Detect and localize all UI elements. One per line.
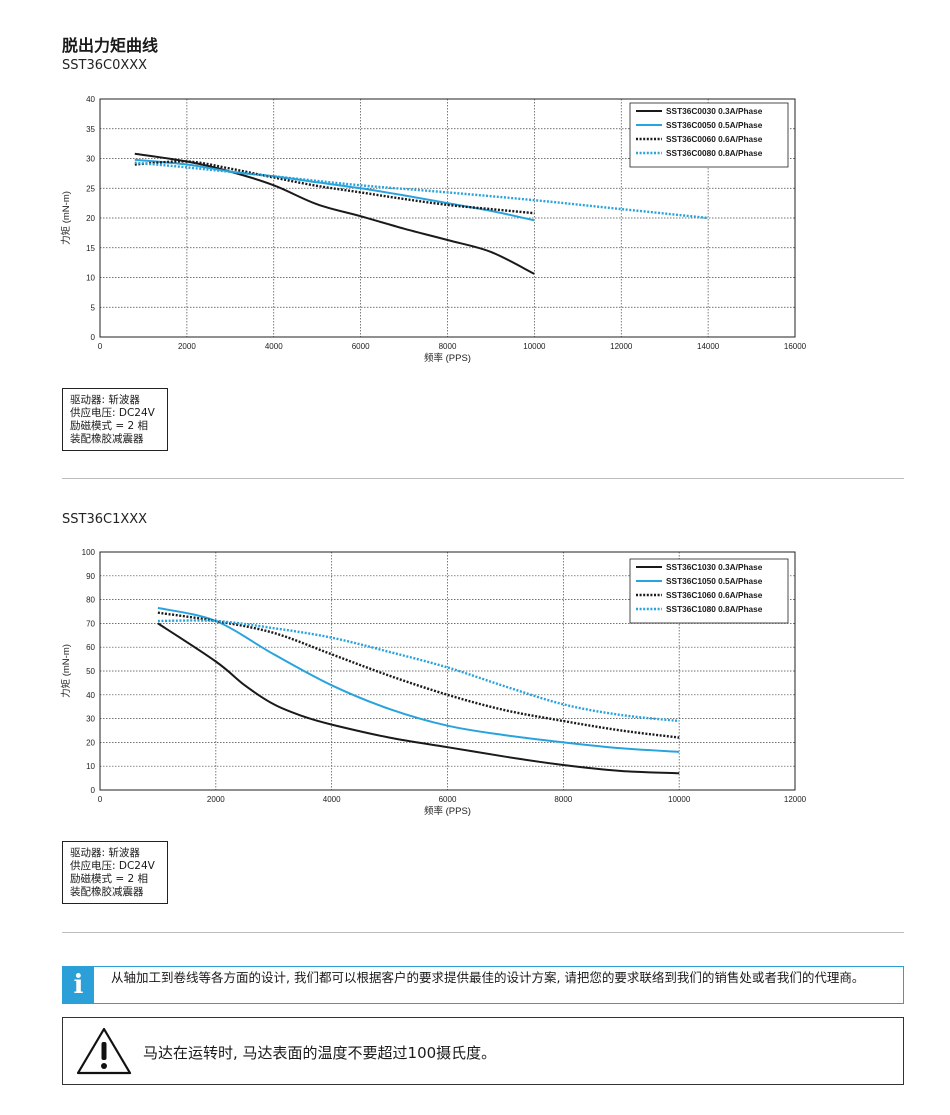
x-tick-label: 8000 (554, 795, 572, 804)
y-tick-label: 90 (86, 572, 95, 581)
series-line (134, 160, 535, 215)
y-tick-label: 80 (86, 596, 95, 605)
x-tick-label: 0 (98, 342, 103, 351)
spec-voltage: 供应电压: DC24V (70, 860, 155, 872)
legend-label: SST36C1050 0.5A/Phase (666, 576, 763, 586)
y-tick-label: 50 (86, 667, 95, 676)
y-tick-label: 20 (86, 214, 95, 223)
warning-text: 马达在运转时, 马达表面的温度不要超过100摄氏度。 (143, 1044, 497, 1062)
x-tick-label: 6000 (439, 795, 457, 804)
y-tick-label: 10 (86, 274, 95, 283)
model-label: SST36C1XXX (62, 512, 148, 527)
y-tick-label: 10 (86, 762, 95, 771)
legend-label: SST36C0030 0.3A/Phase (666, 106, 763, 116)
plot-frame (99, 551, 796, 791)
y-tick-label: 15 (86, 244, 95, 253)
spec-driver: 驱动器: 斩波器 (70, 847, 140, 859)
torque-chart-2: 0 10 20 30 40 50 60 70 80 90 100 0 2000 4000 6000 8000 1… (0, 543, 950, 827)
x-tick-label: 14000 (697, 342, 720, 351)
legend-label: SST36C0060 0.6A/Phase (666, 134, 763, 144)
spec-voltage: 供应电压: DC24V (70, 407, 155, 419)
spec-box: 驱动器: 斩波器 供应电压: DC24V 励磁模式 = 2 相 装配橡胶减震器 (62, 841, 168, 904)
y-axis-label: 力矩 (mN-m) (60, 644, 72, 698)
y-tick-label: 60 (86, 643, 95, 652)
spec-excitation: 励磁模式 = 2 相 (70, 420, 148, 432)
legend-label: SST36C0080 0.8A/Phase (666, 148, 763, 158)
y-tick-label: 30 (86, 155, 95, 164)
spec-excitation: 励磁模式 = 2 相 (70, 873, 148, 885)
legend-box (629, 102, 789, 168)
series-line (157, 611, 680, 739)
series-line (134, 152, 535, 275)
chart-svg: 0 10 20 30 40 50 60 70 80 90 100 0 2000 4000 6000 8000 1… (60, 548, 807, 817)
x-axis-label: 频率 (PPS) (424, 352, 471, 364)
legend-label: SST36C1080 0.8A/Phase (666, 604, 763, 614)
legend-label: SST36C0050 0.5A/Phase (666, 120, 763, 130)
spec-driver: 驱动器: 斩波器 (70, 394, 140, 406)
legend-box (629, 558, 789, 624)
y-tick-label: 20 (86, 738, 95, 747)
series-line (157, 606, 680, 753)
spec-box: 驱动器: 斩波器 供应电压: DC24V 励磁模式 = 2 相 装配橡胶减震器 (62, 388, 168, 451)
x-tick-label: 2000 (207, 795, 225, 804)
divider (62, 932, 904, 933)
torque-chart-1: 0 5 10 15 20 25 30 35 40 0 2000 4000 6000 8000 10000 12… (0, 90, 950, 374)
y-tick-label: 30 (86, 715, 95, 724)
y-tick-label: 40 (86, 691, 95, 700)
warning-triangle-icon (76, 1027, 132, 1075)
info-icon: i (63, 967, 94, 1003)
legend-label: SST36C1060 0.6A/Phase (666, 590, 763, 600)
y-tick-label: 40 (86, 95, 95, 104)
y-tick-label: 35 (86, 125, 95, 134)
spec-damper: 装配橡胶减震器 (70, 433, 144, 445)
series-line (157, 619, 680, 723)
x-tick-label: 12000 (610, 342, 633, 351)
plot-frame (99, 98, 796, 338)
x-tick-label: 2000 (178, 342, 196, 351)
y-tick-label: 25 (86, 184, 95, 193)
warning-box: 马达在运转时, 马达表面的温度不要超过100摄氏度。 (62, 1017, 904, 1085)
x-tick-label: 8000 (439, 342, 457, 351)
info-text: 从轴加工到卷线等各方面的设计, 我们都可以根据客户的要求提供最佳的设计方案, 请… (111, 970, 865, 985)
divider (62, 478, 904, 479)
y-axis-label: 力矩 (mN-m) (60, 191, 72, 245)
y-tick-label: 0 (91, 333, 96, 342)
spec-damper: 装配橡胶减震器 (70, 886, 144, 898)
x-tick-label: 10000 (668, 795, 691, 804)
x-tick-label: 4000 (265, 342, 283, 351)
x-tick-label: 10000 (523, 342, 546, 351)
x-tick-label: 4000 (323, 795, 341, 804)
y-tick-label: 70 (86, 619, 95, 628)
series-line (157, 622, 680, 775)
info-box: i 从轴加工到卷线等各方面的设计, 我们都可以根据客户的要求提供最佳的设计方案,… (62, 966, 904, 1004)
series-line (134, 161, 709, 220)
x-tick-label: 0 (98, 795, 103, 804)
x-tick-label: 16000 (784, 342, 807, 351)
y-tick-label: 0 (91, 786, 96, 795)
x-axis-label: 频率 (PPS) (424, 805, 471, 817)
page-title: 脱出力矩曲线 (62, 36, 159, 55)
y-tick-label: 100 (82, 548, 96, 557)
legend-label: SST36C1030 0.3A/Phase (666, 562, 763, 572)
y-tick-label: 5 (91, 303, 96, 312)
chart-svg: 0 5 10 15 20 25 30 35 40 0 2000 4000 6000 8000 10000 12… (60, 95, 807, 364)
x-tick-label: 6000 (352, 342, 370, 351)
x-tick-label: 12000 (784, 795, 807, 804)
model-label: SST36C0XXX (62, 58, 148, 73)
series-line (134, 158, 535, 222)
